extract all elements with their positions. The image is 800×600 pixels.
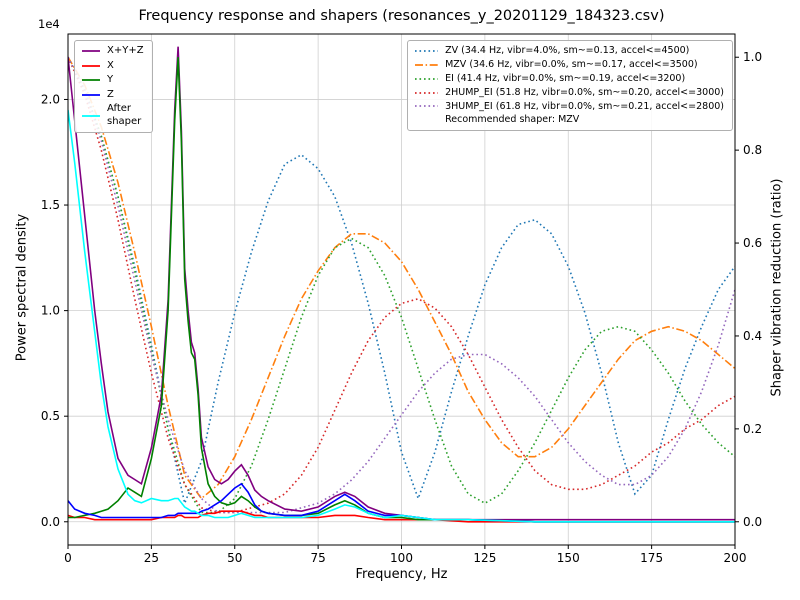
legend-item: X+Y+Z	[81, 45, 144, 58]
legend-label: After shaper	[107, 103, 142, 127]
legend-line-sample	[415, 63, 439, 66]
legend-item: 2HUMP_EI (51.8 Hz, vibr=0.0%, sm~=0.20, …	[414, 87, 724, 99]
legend-line-sample	[415, 50, 439, 52]
legend-label: X+Y+Z	[107, 45, 144, 56]
legend-item: ZV (34.4 Hz, vibr=4.0%, sm~=0.13, accel<…	[414, 45, 724, 57]
legend-item: MZV (34.6 Hz, vibr=0.0%, sm~=0.17, accel…	[414, 59, 724, 71]
x-tick-label: 0	[64, 551, 72, 565]
x-tick-label: 50	[227, 551, 242, 565]
legend-item: Z	[81, 89, 144, 102]
chart-title: Frequency response and shapers (resonanc…	[138, 8, 665, 24]
legend-item: 3HUMP_EI (61.8 Hz, vibr=0.0%, sm~=0.21, …	[414, 101, 724, 113]
y-left-tick-label: 2.0	[41, 92, 60, 106]
legend-label: 2HUMP_EI (51.8 Hz, vibr=0.0%, sm~=0.20, …	[445, 86, 724, 98]
legend-item: Y	[81, 74, 144, 87]
series-z	[68, 482, 735, 523]
legend-psd: X+Y+Z X Y Z After shaper	[74, 40, 153, 133]
series-3hump-ei	[68, 56, 735, 514]
legend-shapers: ZV (34.4 Hz, vibr=4.0%, sm~=0.13, accel<…	[407, 40, 733, 132]
legend-line-sample	[414, 115, 439, 125]
legend-label: 3HUMP_EI (61.8 Hz, vibr=0.0%, sm~=0.21, …	[445, 100, 724, 112]
x-tick-label: 150	[557, 551, 580, 565]
y-right-tick-label: 0.6	[743, 236, 762, 250]
x-tick-label: 200	[724, 551, 747, 565]
legend-line-sample	[82, 93, 100, 96]
series-x	[68, 510, 735, 523]
x-tick-label: 175	[640, 551, 663, 565]
legend-label: MZV (34.6 Hz, vibr=0.0%, sm~=0.17, accel…	[445, 58, 698, 70]
y-axis-left-label: Power spectral density	[14, 213, 30, 362]
y-right-tick-label: 0.2	[743, 422, 762, 436]
series-mzv	[68, 56, 735, 500]
legend-label: EI (41.4 Hz, vibr=0.0%, sm~=0.19, accel<…	[445, 72, 686, 84]
legend-line-sample	[82, 64, 100, 67]
legend-label: Y	[107, 74, 114, 85]
y-right-tick-label: 0.8	[743, 143, 762, 157]
axis-ticks: 0 25 50 75 100 125 150 175 200 0.0 0.5 1.0 1.5 2.0 0.0…	[41, 50, 762, 565]
legend-line-sample	[415, 91, 439, 94]
legend-label: ZV (34.4 Hz, vibr=4.0%, sm~=0.13, accel<…	[445, 45, 690, 56]
y-right-tick-label: 0.4	[743, 329, 762, 343]
legend-label: Recommended shaper: MZV	[445, 114, 580, 126]
y-axis-offset-text: 1e4	[38, 17, 60, 31]
series-x-y-z	[68, 46, 735, 521]
y-axis-right-label: Shaper vibration reduction (ratio)	[769, 178, 785, 397]
y-left-tick-label: 0.0	[41, 515, 60, 529]
legend-item: X	[81, 60, 144, 73]
y-left-tick-label: 1.0	[41, 304, 60, 318]
legend-line-sample	[82, 79, 100, 82]
legend-item: Recommended shaper: MZV	[414, 114, 724, 126]
x-tick-label: 75	[310, 551, 325, 565]
series-after-shaper	[68, 109, 735, 523]
series-zv	[68, 56, 735, 506]
y-left-tick-label: 1.5	[41, 198, 60, 212]
legend-line-sample	[415, 105, 439, 108]
legend-line-sample	[415, 77, 439, 80]
y-right-tick-label: 0.0	[743, 515, 762, 529]
x-tick-label: 100	[390, 551, 413, 565]
x-tick-label: 25	[144, 551, 159, 565]
legend-item: After shaper	[81, 103, 144, 128]
y-right-tick-label: 1.0	[743, 50, 762, 64]
y-left-tick-label: 0.5	[41, 409, 60, 423]
legend-label: X	[107, 59, 114, 71]
legend-label: Z	[107, 88, 114, 100]
x-axis-label: Frequency, Hz	[355, 567, 448, 582]
legend-item: EI (41.4 Hz, vibr=0.0%, sm~=0.19, accel<…	[414, 73, 724, 85]
x-tick-label: 125	[473, 551, 496, 565]
series-2hump-ei	[68, 56, 735, 514]
legend-line-sample	[82, 114, 100, 117]
legend-line-sample	[82, 50, 100, 53]
